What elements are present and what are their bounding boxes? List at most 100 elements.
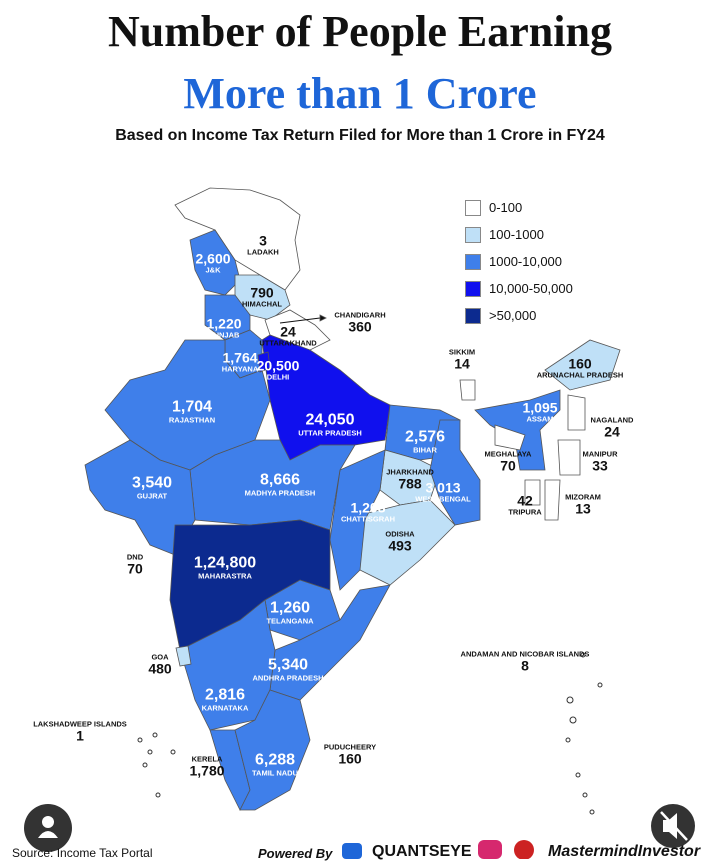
region-value: 1,208 — [350, 499, 386, 516]
region-value: 1,220 — [206, 315, 242, 332]
legend-label: 1000-10,000 — [489, 254, 563, 269]
instagram-logo — [478, 840, 502, 859]
region-name: CHANDIGARH — [334, 310, 386, 320]
region-label: 1,208 CHATTISGRAH — [341, 501, 395, 524]
region-label: 5,340 ANDHRA PRADESH — [252, 656, 324, 683]
region-value: 24,050 — [305, 411, 355, 429]
region-value: 2,816 — [204, 686, 246, 704]
region-value: 1 — [76, 727, 84, 744]
region-label: 1,764 HARYANA — [222, 351, 259, 374]
region-label: 1,260 TELANGANA — [266, 599, 313, 626]
region-label: 3 LADAKH — [247, 234, 279, 257]
region-name: MEGHALAYA — [484, 449, 532, 459]
region-label: SIKKIM 14 — [448, 347, 476, 372]
brand: QUANTSEYE — [372, 843, 472, 860]
region-label: 24 UTTARAKHAND — [259, 325, 316, 348]
states — [84, 187, 621, 811]
region-name: LAKSHADWEEP ISLANDS — [33, 719, 127, 729]
region-name: HIMACHAL — [242, 299, 282, 309]
region-value: 5,340 — [267, 656, 309, 674]
region-value: 8,666 — [259, 471, 301, 489]
region-value: 20,500 — [256, 357, 300, 374]
region-name: GOA — [151, 652, 169, 662]
region-value: 360 — [348, 318, 372, 335]
legend: 0-100 100-1000 1000-10,000 10,000-50,000 >50… — [465, 194, 573, 329]
region-label: 790 HIMACHAL — [242, 286, 282, 309]
avatar-body — [38, 831, 58, 838]
region-name: WEST BENGAL — [415, 494, 471, 504]
region-label: MIZORAM 13 — [565, 492, 601, 517]
region-name: KARNATAKA — [201, 703, 249, 713]
region-value: 8 — [521, 657, 529, 674]
region-value: 24 — [604, 423, 620, 440]
legend-item: 0-100 — [465, 194, 573, 221]
region-name: JHARKHAND — [386, 467, 434, 477]
region-value: 13 — [575, 500, 591, 517]
region-value: 42 — [517, 492, 533, 509]
region-name: ARUNACHAL PRADESH — [536, 370, 624, 380]
region-value: 1,260 — [269, 599, 311, 617]
region-label: 2,576 BIHAR — [404, 428, 446, 455]
region-name: GUJRAT — [136, 491, 168, 501]
legend-swatch — [465, 253, 481, 270]
region-label: 2,600 J&K — [195, 252, 230, 275]
region-value: 70 — [127, 560, 143, 577]
mute-slash — [660, 811, 688, 841]
region-label: ODISHA 493 — [385, 530, 414, 554]
region-name: DND — [126, 552, 144, 562]
region-value: 1,780 — [189, 762, 225, 779]
legend-item: 100-1000 — [465, 221, 573, 248]
region-label: MEGHALAYA 70 — [484, 449, 532, 474]
legend-swatch — [465, 199, 481, 216]
avatar-head — [42, 816, 54, 828]
region-name: HARYANA — [221, 364, 259, 374]
region-label: 6,288 TAMIL NADU — [252, 752, 298, 778]
region-name: UTTARAKHAND — [259, 338, 317, 348]
region-name: ANDHRA PRADESH — [252, 673, 324, 683]
legend-swatch — [465, 226, 481, 243]
region-value: 70 — [500, 457, 516, 474]
region-name: SIKKIM — [448, 347, 476, 357]
region-label: 24,050 UTTAR PRADESH — [298, 411, 362, 438]
pointer — [279, 317, 321, 324]
subtitle: Based on Income Tax Return Filed for Mor… — [115, 127, 605, 144]
region-value: 2,600 — [195, 250, 231, 267]
region-value: 1,24,800 — [193, 554, 257, 572]
region-label: MANIPUR 33 — [582, 449, 618, 474]
region-label: 8,666 MADHYA PRADESH — [244, 471, 316, 498]
region-name: ASSAM — [526, 414, 554, 424]
region-name: MIZORAM — [565, 492, 601, 502]
region-label: KERELA 1,780 — [189, 755, 225, 779]
region-name: MADHYA PRADESH — [244, 488, 316, 498]
region-name: NAGALAND — [590, 415, 634, 425]
region-name: MAHARASTRA — [198, 571, 252, 581]
legend-swatch — [465, 280, 481, 297]
region-label: CHANDIGARH 360 — [334, 310, 386, 335]
region-label: 1,095 ASSAM — [522, 401, 557, 424]
region-label: 1,704 RAJASTHAN — [169, 399, 215, 425]
region-label: 1,220 PUNJAB — [206, 317, 241, 340]
region-value: 2,576 — [404, 428, 446, 446]
region-name: CHATTISGRAH — [340, 514, 396, 524]
title: Number of People Earning — [108, 7, 612, 56]
region-value: 788 — [398, 475, 422, 492]
legend-item: 1000-10,000 — [465, 248, 573, 275]
region-name: UTTAR PRADESH — [298, 428, 362, 438]
region-value: 493 — [388, 537, 412, 554]
region-value: 160 — [338, 750, 362, 767]
region-label: DND 70 — [126, 552, 144, 577]
region-value: 1,095 — [522, 399, 558, 416]
islands — [137, 652, 603, 815]
region-label: 2,816 KARNATAKA — [201, 686, 249, 713]
region-name: PUDUCHEERY — [323, 742, 377, 752]
legend-label: >50,000 — [489, 308, 537, 323]
legend-label: 0-100 — [489, 200, 523, 215]
region-name: MANIPUR — [582, 449, 618, 459]
region-label: LAKSHADWEEP ISLANDS 1 — [33, 719, 127, 744]
region-label: ANDAMAN AND NICOBAR ISLANDS 8 — [461, 650, 590, 674]
region-value: 3,540 — [131, 474, 173, 492]
mute-speaker — [663, 813, 677, 839]
region-name: TRIPURA — [508, 507, 542, 517]
region-name: TAMIL NADU — [252, 768, 298, 778]
